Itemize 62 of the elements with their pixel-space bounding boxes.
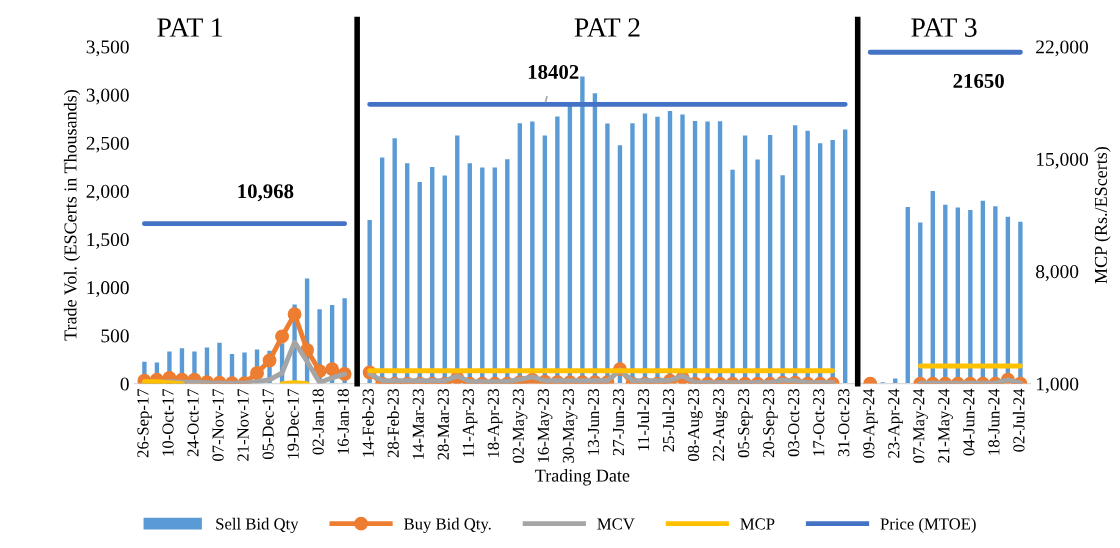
- data-label: 21650: [953, 73, 1004, 88]
- y2-tick-label: 1,000: [1036, 377, 1079, 394]
- y-tick-label: 3,000: [86, 88, 129, 105]
- y2-tick-label: 15,000: [1036, 152, 1088, 169]
- x-tick-label: 24-Oct-17: [187, 388, 199, 457]
- x-tick-label: 02-Jul-24: [1012, 388, 1025, 452]
- x-tick-label: 28-Feb-23: [387, 389, 399, 458]
- x-tick-label: 14-Mar-23: [412, 389, 424, 459]
- data-label: 18402: [528, 64, 579, 79]
- y2-tick-label: 8,000: [1036, 265, 1079, 281]
- x-tick-label: 18-Jun-24: [988, 388, 1000, 455]
- legend-label: Buy Bid Qty.: [404, 517, 491, 533]
- x-tick-label: 02-May-23: [512, 389, 528, 463]
- y-tick-label: 2,000: [86, 184, 129, 201]
- x-tick-label: 28-Mar-23: [437, 389, 449, 460]
- x-tick-label: 27-Jun-23: [612, 389, 625, 456]
- x-tick-label: 25-Jul-23: [662, 389, 675, 452]
- x-tick-label: 30-May-23: [562, 389, 578, 463]
- text: PAT 1: [157, 18, 223, 37]
- x-tick-label: 09-Apr-24: [863, 388, 878, 458]
- x-tick-label: 17-Oct-23: [813, 389, 825, 456]
- legend-label: MCV: [597, 518, 635, 530]
- x-tick-label: 21-May-24: [938, 388, 953, 463]
- x-tick-label: 22-Aug-23: [712, 389, 728, 461]
- x-tick-label: 11-Jul-23: [637, 389, 650, 451]
- y-axis-title: Trade Vol. (ESCerts in Thousands): [63, 90, 81, 341]
- x-tick-label: 26-Sep-17: [137, 388, 152, 458]
- y-tick-label: 2,500: [86, 136, 129, 153]
- x-tick-label: 19-Dec-17: [287, 388, 299, 459]
- x-tick-label: 08-Aug-23: [687, 389, 703, 461]
- x-tick-label: 10-Oct-17: [162, 388, 174, 456]
- x-tick-label: 16-May-23: [537, 389, 553, 462]
- x-tick-label: 31-Oct-23: [838, 389, 850, 457]
- x-tick-label: 07-Nov-17: [212, 388, 224, 461]
- x-tick-label: 07-May-24: [913, 388, 928, 463]
- x-axis-title: Trading Date: [535, 469, 630, 486]
- y-tick-label: 3,500: [86, 40, 129, 57]
- x-tick-label: 04-Jun-24: [963, 388, 975, 456]
- x-tick-label: 18-Apr-23: [487, 389, 503, 458]
- x-tick-label: 14-Feb-23: [362, 389, 374, 457]
- x-tick-label: 20-Sep-23: [763, 389, 778, 458]
- legend-label: Sell Bid Qty: [216, 517, 299, 533]
- y2-tick-label: 22,000: [1036, 40, 1088, 57]
- legend-label: Price (MTOE): [880, 517, 976, 533]
- x-tick-label: 05-Dec-17: [262, 388, 274, 460]
- x-tick-label: 02-Jan-18: [312, 389, 324, 455]
- x-tick-label: 05-Sep-23: [738, 389, 753, 458]
- x-tick-label: 03-Oct-23: [788, 389, 800, 457]
- y-tick-label: 500: [101, 329, 129, 343]
- text: PAT 2: [574, 18, 640, 37]
- x-tick-label: 16-Jan-18: [337, 389, 349, 454]
- y-tick-label: 0: [120, 377, 129, 391]
- y-tick-label: 1,500: [87, 232, 129, 249]
- data-label: 10,968: [238, 184, 294, 202]
- x-tick-label: 23-Apr-24: [888, 388, 903, 458]
- y2-axis-title: MCP (Rs./EScerts): [1094, 147, 1111, 284]
- y-tick-label: 1,000: [87, 281, 129, 298]
- x-tick-label: 13-Jun-23: [587, 389, 600, 455]
- legend-label: MCP: [740, 518, 775, 530]
- x-tick-label: 21-Nov-17: [237, 388, 249, 461]
- x-tick-label: 11-Apr-23: [462, 389, 478, 457]
- text: PAT 3: [911, 18, 977, 37]
